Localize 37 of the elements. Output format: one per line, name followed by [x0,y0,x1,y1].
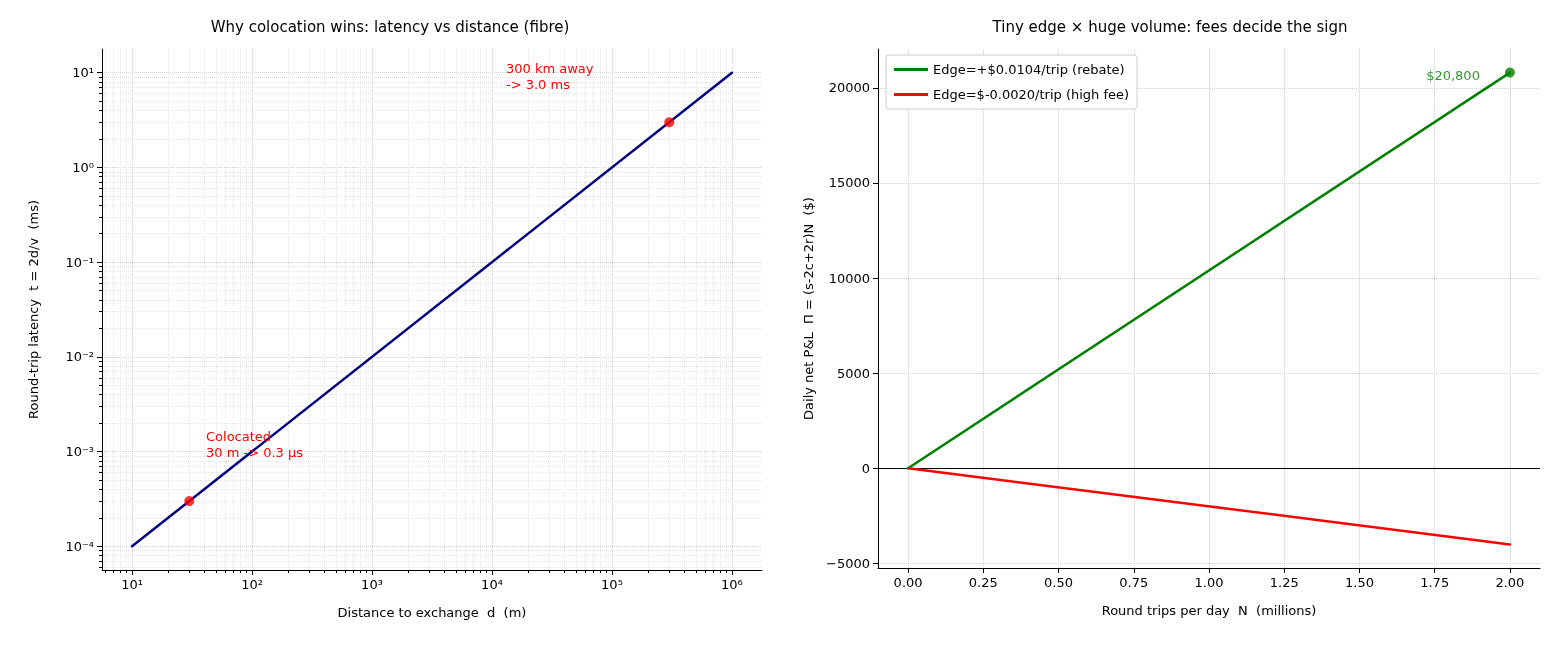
x-tick-label: 1.50 [1344,575,1374,590]
y-tick-label: 10⁻² [65,349,94,365]
x-axis-title: Round trips per day N (millions) [1101,603,1317,618]
x-tick-label: 10⁴ [481,577,503,592]
y-tick-label: 10000 [828,270,870,286]
x-tick-label: 10⁶ [721,577,743,592]
x-tick-label: 0.50 [1044,575,1074,590]
x-tick-label: 2.00 [1495,575,1525,590]
y-tick-label: 10¹ [72,65,94,81]
y-tick-label: 20000 [828,80,870,96]
x-tick-label: 1.25 [1269,575,1299,590]
x-tick-label: 1.00 [1194,575,1224,590]
annotation: 300 km away -> 3.0 ms [506,60,594,92]
y-tick-label: 10⁻¹ [65,254,94,270]
y-tick-label: 10⁻⁴ [65,538,94,554]
x-tick-label: 10⁵ [601,577,623,592]
x-tick-label: 1.75 [1420,575,1450,590]
y-tick-label: 0 [861,460,870,476]
y-tick-label: 10⁻³ [65,444,94,460]
y-tick-label: −5000 [826,555,870,571]
x-tick-label: 10³ [361,577,383,592]
y-tick-label: 15000 [828,175,870,191]
y-tick-label: 10⁰ [72,159,94,175]
legend-label: Edge=+$0.0104/trip (rebate) [933,62,1125,77]
y-axis-title: Daily net P&L Π = (s-2c+2r)N ($) [801,197,817,420]
x-tick-label: 0.00 [893,575,923,590]
x-tick-label: 0.75 [1119,575,1149,590]
x-tick-label: 10² [241,577,263,592]
legend-label: Edge=$-0.0020/trip (high fee) [933,87,1130,102]
x-tick-label: 10¹ [121,577,143,592]
x-axis-title: Distance to exchange d (m) [337,605,527,620]
chart-title: Tiny edge × huge volume: fees decide the sign [991,17,1348,36]
y-axis-title: Round-trip latency t = 2d/v (ms) [26,200,41,419]
y-tick-label: 5000 [836,365,870,381]
chart-title: Why colocation wins: latency vs distance (fibre) [210,17,570,36]
x-tick-label: 0.25 [968,575,998,590]
annotation: $20,800 [1426,68,1480,84]
